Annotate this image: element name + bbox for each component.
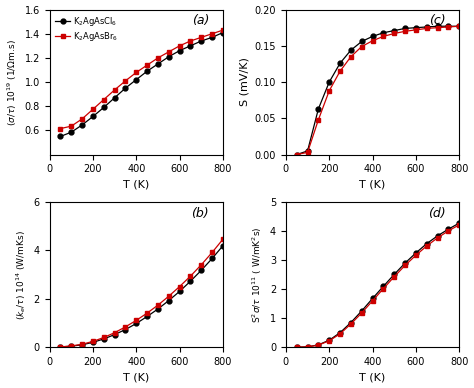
K$_2$AgAsBr$_6$ <box>90 107 96 112</box>
K$_2$AgAsCl$_6$ <box>79 123 85 127</box>
K$_2$AgAsCl$_6$ <box>112 95 118 100</box>
K$_2$AgAsBr$_6$ <box>144 63 150 68</box>
Line: K$_2$AgAsBr$_6$: K$_2$AgAsBr$_6$ <box>58 28 226 131</box>
K$_2$AgAsCl$_6$ <box>58 134 64 139</box>
K$_2$AgAsBr$_6$ <box>68 124 74 128</box>
K$_2$AgAsCl$_6$ <box>177 48 182 53</box>
K$_2$AgAsCl$_6$ <box>144 69 150 73</box>
Y-axis label: ($\sigma$/$\tau$) 10$^{19}$ (1/$\Omega$m.s): ($\sigma$/$\tau$) 10$^{19}$ (1/$\Omega$m… <box>6 38 19 125</box>
X-axis label: T (K): T (K) <box>359 180 386 190</box>
X-axis label: T (K): T (K) <box>359 372 386 383</box>
K$_2$AgAsCl$_6$ <box>155 62 161 66</box>
K$_2$AgAsCl$_6$ <box>166 54 172 59</box>
Text: (b): (b) <box>191 206 209 220</box>
K$_2$AgAsBr$_6$ <box>155 55 161 60</box>
Line: K$_2$AgAsCl$_6$: K$_2$AgAsCl$_6$ <box>58 30 226 139</box>
Text: (a): (a) <box>192 14 209 27</box>
Text: (c): (c) <box>429 14 446 27</box>
X-axis label: T (K): T (K) <box>123 180 149 190</box>
X-axis label: T (K): T (K) <box>123 372 149 383</box>
K$_2$AgAsCl$_6$ <box>188 43 193 48</box>
Y-axis label: S$^2\sigma$/$\tau$ 10$^{11}$ ( W/mK$^2$s): S$^2\sigma$/$\tau$ 10$^{11}$ ( W/mK$^2$s… <box>251 227 264 323</box>
K$_2$AgAsBr$_6$ <box>101 97 107 102</box>
K$_2$AgAsCl$_6$ <box>134 77 139 82</box>
K$_2$AgAsCl$_6$ <box>68 130 74 135</box>
K$_2$AgAsCl$_6$ <box>90 114 96 119</box>
K$_2$AgAsBr$_6$ <box>58 126 64 131</box>
Y-axis label: S (mV/K): S (mV/K) <box>239 58 249 106</box>
K$_2$AgAsCl$_6$ <box>199 39 204 43</box>
K$_2$AgAsCl$_6$ <box>123 86 128 90</box>
Y-axis label: ($k_e$/$\tau$) 10$^{14}$ (W/mKs): ($k_e$/$\tau$) 10$^{14}$ (W/mKs) <box>14 230 28 320</box>
K$_2$AgAsBr$_6$ <box>199 35 204 40</box>
K$_2$AgAsBr$_6$ <box>177 43 182 48</box>
K$_2$AgAsBr$_6$ <box>134 70 139 75</box>
K$_2$AgAsBr$_6$ <box>79 116 85 121</box>
K$_2$AgAsBr$_6$ <box>220 28 226 33</box>
Text: (d): (d) <box>428 206 446 220</box>
K$_2$AgAsBr$_6$ <box>188 39 193 43</box>
K$_2$AgAsCl$_6$ <box>101 105 107 110</box>
Legend: K$_2$AgAsCl$_6$, K$_2$AgAsBr$_6$: K$_2$AgAsCl$_6$, K$_2$AgAsBr$_6$ <box>54 14 120 45</box>
K$_2$AgAsBr$_6$ <box>210 31 215 36</box>
K$_2$AgAsBr$_6$ <box>112 88 118 92</box>
K$_2$AgAsCl$_6$ <box>210 35 215 40</box>
K$_2$AgAsCl$_6$ <box>220 30 226 35</box>
K$_2$AgAsBr$_6$ <box>166 50 172 54</box>
K$_2$AgAsBr$_6$ <box>123 78 128 83</box>
